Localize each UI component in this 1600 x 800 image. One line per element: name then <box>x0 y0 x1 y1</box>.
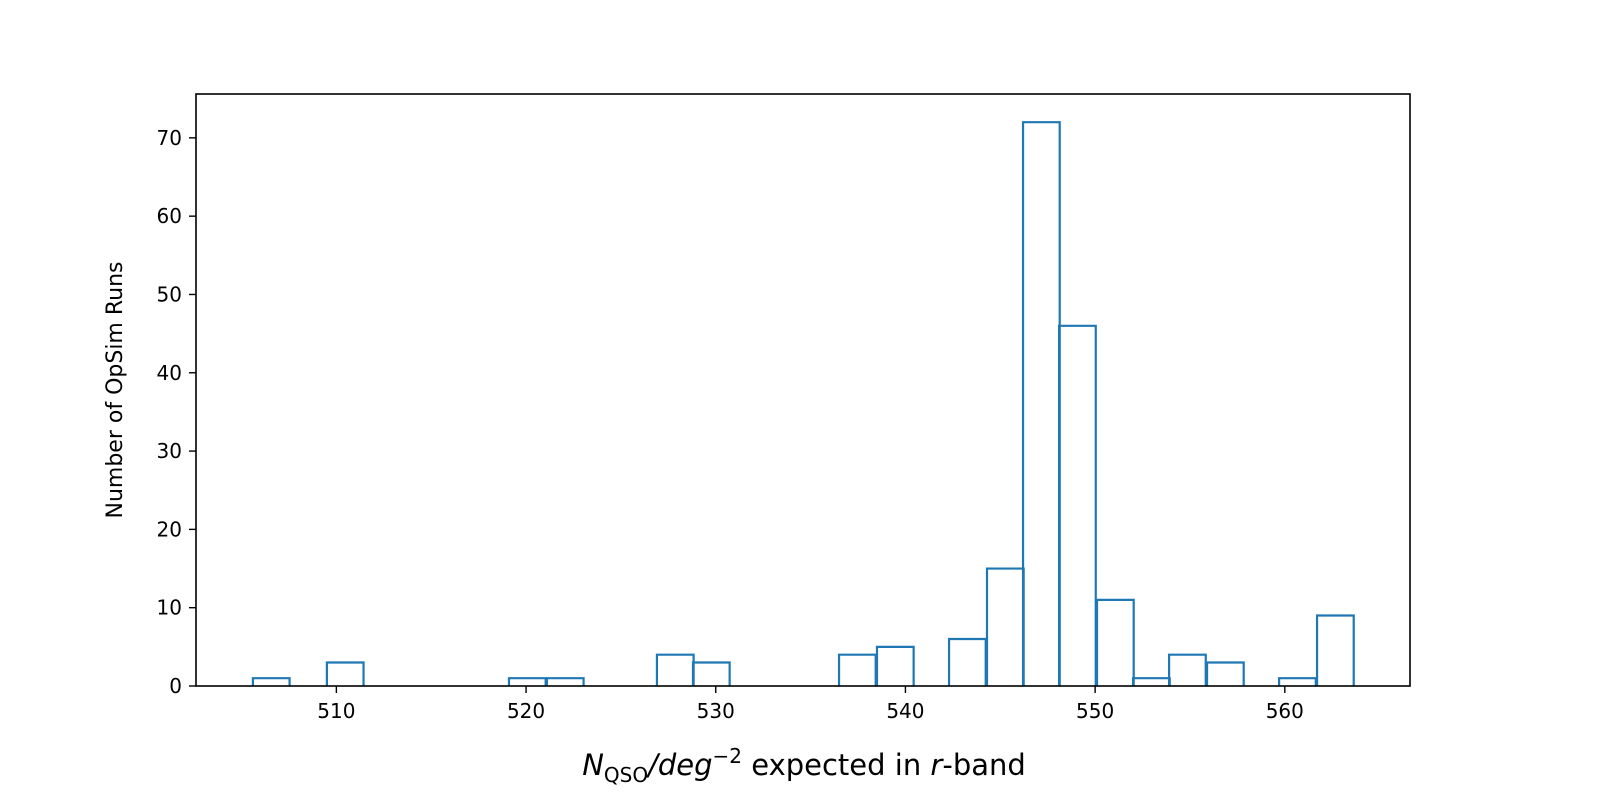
histogram-bin <box>545 677 585 686</box>
histogram-bin <box>251 677 291 686</box>
y-tick-label: 20 <box>157 517 182 541</box>
y-tick-label: 60 <box>157 204 182 228</box>
histogram-bin <box>875 645 915 686</box>
histogram-bin <box>837 653 877 686</box>
y-tick-label: 0 <box>169 674 182 698</box>
x-label-exponent: −2 <box>713 744 742 768</box>
x-tick-label: 520 <box>507 699 545 723</box>
x-label-suffix: -band <box>942 748 1025 782</box>
x-tick-label: 510 <box>317 699 355 723</box>
histogram-bin <box>947 637 987 686</box>
x-tick-label: 540 <box>886 699 924 723</box>
y-axis-label: Number of OpSim Runs <box>103 262 128 519</box>
x-label-subscript: QSO <box>604 763 648 787</box>
x-label-slash: / <box>645 748 661 782</box>
y-tick-label: 70 <box>157 126 182 150</box>
histogram-bin <box>1205 661 1245 686</box>
x-axis-label: NQSO/deg−2 expected in r-band <box>582 744 1026 787</box>
histogram-bin <box>507 677 547 686</box>
x-label-middle: expected in <box>742 748 930 782</box>
histogram-bin <box>1315 614 1355 686</box>
x-label-unit: deg <box>658 748 713 782</box>
y-axis-ticks: 0 10 20 30 40 50 60 70 <box>157 126 196 698</box>
y-tick-label: 50 <box>157 282 182 306</box>
y-tick-label: 30 <box>157 439 182 463</box>
histogram-bin <box>1278 677 1317 686</box>
y-tick-label: 10 <box>157 596 182 620</box>
x-axis-ticks: 510 520 530 540 550 560 <box>317 686 1304 723</box>
histogram-bin <box>1168 653 1207 686</box>
x-tick-label: 550 <box>1076 699 1114 723</box>
x-tick-label: 530 <box>697 699 735 723</box>
plot-frame <box>195 93 1411 687</box>
histogram-bin <box>1095 598 1135 686</box>
histogram-bin <box>1057 324 1097 686</box>
x-tick-label: 560 <box>1266 699 1304 723</box>
y-tick-label: 40 <box>157 361 182 385</box>
histogram-bins <box>251 121 1355 686</box>
histogram-bin <box>691 661 731 686</box>
x-label-symbol: N <box>582 748 604 782</box>
x-label-band: r <box>930 748 944 782</box>
histogram-bin <box>325 661 365 686</box>
